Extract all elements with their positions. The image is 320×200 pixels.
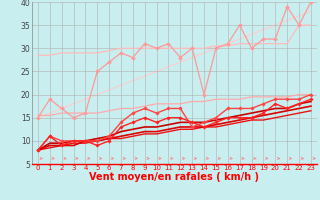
X-axis label: Vent moyen/en rafales ( km/h ): Vent moyen/en rafales ( km/h ) xyxy=(89,172,260,182)
